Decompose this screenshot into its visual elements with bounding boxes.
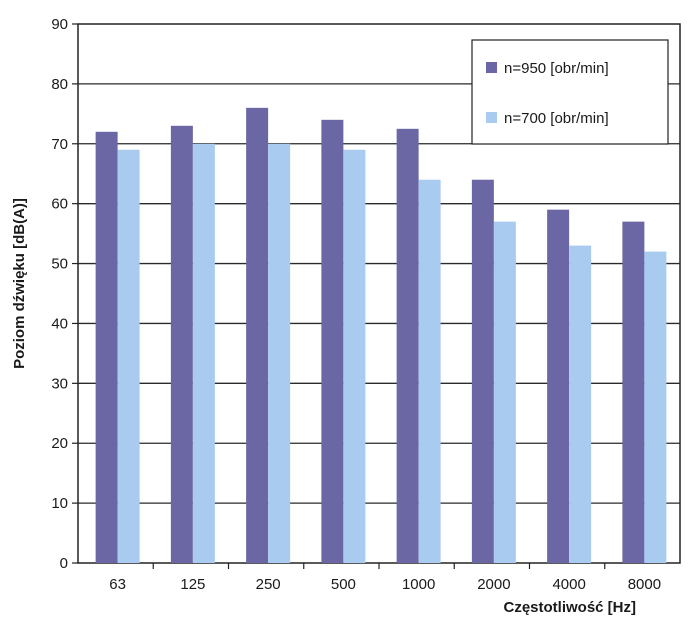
bar-series-2-500 (343, 149, 366, 563)
y-tick-label: 70 (51, 136, 68, 153)
legend-label-series-1: n=950 [obr/min] (504, 60, 609, 77)
x-axis-title: Częstotliwość [Hz] (503, 599, 636, 616)
bar-series-2-4000 (569, 245, 592, 564)
y-tick-label: 0 (60, 555, 68, 572)
y-axis-ticks: 0 10 20 30 40 50 60 70 80 90 (51, 16, 78, 572)
x-tick-label: 63 (109, 576, 126, 593)
y-tick-label: 40 (51, 315, 68, 332)
x-tick-label: 4000 (552, 576, 585, 593)
bar-series-1-1000 (396, 128, 419, 564)
bar-series-1-125 (170, 125, 193, 564)
legend-swatch-series-2 (486, 112, 497, 123)
y-axis-title: Poziom dźwięku [dB(A)] (11, 198, 28, 369)
y-tick-label: 50 (51, 256, 68, 273)
x-axis-ticks: 63 125 250 500 1000 2000 4000 8000 (109, 563, 661, 593)
x-tick-label: 500 (331, 576, 356, 593)
bars (95, 107, 667, 564)
y-tick-label: 20 (51, 435, 68, 452)
bar-series-2-2000 (493, 221, 516, 563)
bar-series-2-63 (117, 149, 140, 563)
bar-series-1-63 (95, 131, 118, 564)
y-tick-label: 10 (51, 495, 68, 512)
bar-series-1-500 (321, 119, 344, 564)
legend-label-series-2: n=700 [obr/min] (504, 110, 609, 127)
x-tick-label: 8000 (628, 576, 661, 593)
bar-series-2-1000 (418, 179, 441, 563)
legend-box (471, 39, 669, 145)
y-tick-label: 30 (51, 375, 68, 392)
bar-series-1-4000 (547, 209, 570, 563)
bar-series-1-8000 (622, 221, 645, 563)
x-tick-label: 125 (180, 576, 205, 593)
legend: n=950 [obr/min] n=700 [obr/min] (471, 39, 669, 145)
bar-series-2-125 (192, 143, 215, 563)
bar-series-2-250 (268, 143, 291, 563)
x-tick-label: 250 (256, 576, 281, 593)
bar-series-1-250 (246, 107, 269, 563)
x-tick-label: 1000 (402, 576, 435, 593)
bar-series-2-8000 (644, 251, 667, 564)
y-tick-label: 60 (51, 196, 68, 213)
x-tick-label: 2000 (477, 576, 510, 593)
bar-series-1-2000 (471, 179, 494, 563)
y-tick-label: 80 (51, 76, 68, 93)
legend-swatch-series-1 (486, 62, 497, 73)
y-tick-label: 90 (51, 16, 68, 33)
